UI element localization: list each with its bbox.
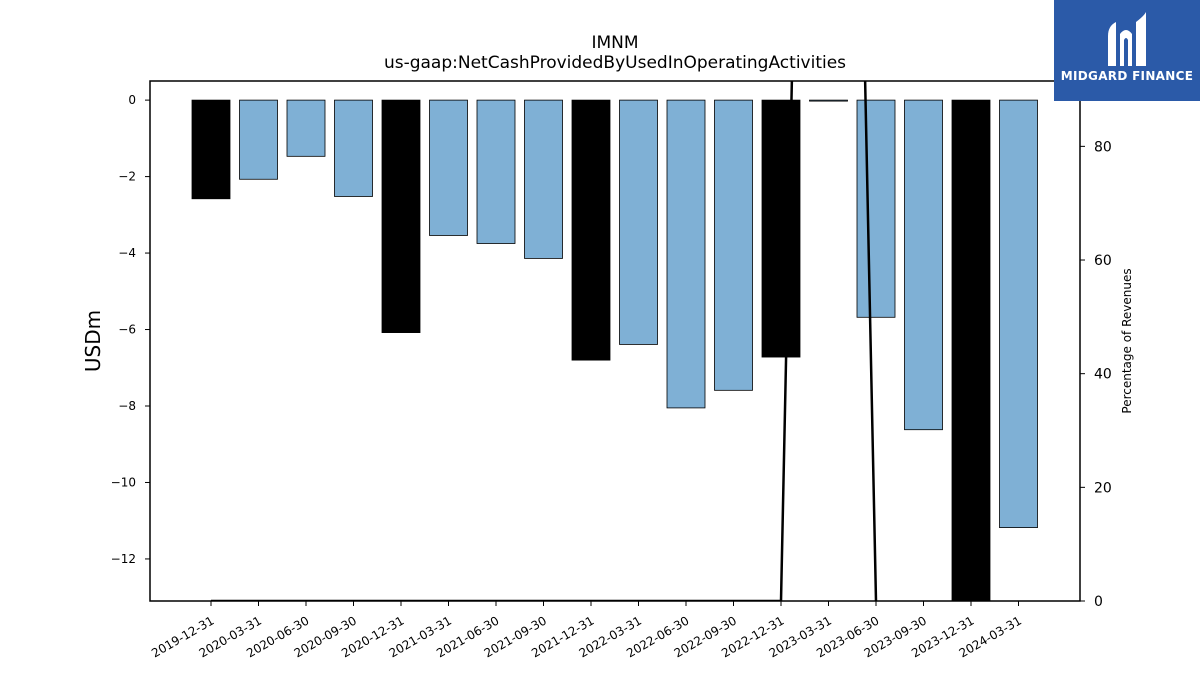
x-axis: 2019-12-312020-03-312020-06-302020-09-30… <box>149 601 1024 660</box>
bar <box>286 99 326 157</box>
y-axis: 0 −2 −4 −6 −8 −10 −12 <box>111 93 150 566</box>
bar <box>429 99 468 236</box>
y-tick-label: −8 <box>118 399 136 413</box>
y2-tick-label: 20 <box>1094 480 1112 496</box>
y2-tick-label: 0 <box>1094 594 1103 610</box>
bar <box>239 99 278 180</box>
bar <box>524 99 563 259</box>
y2-tick-label: 60 <box>1094 253 1112 269</box>
bar <box>571 99 611 361</box>
y-axis-label: USDm <box>81 310 105 372</box>
bar <box>714 99 753 391</box>
y-tick-label: −6 <box>118 323 136 337</box>
chart-title: IMNM <box>591 33 638 53</box>
y-tick-label: −12 <box>111 552 136 566</box>
bar <box>999 99 1038 528</box>
bar <box>381 99 421 333</box>
plot-frame <box>149 80 1081 602</box>
y2-axis-label: Percentage of Revenues <box>1120 268 1134 413</box>
y-tick-label: −2 <box>118 170 136 184</box>
bar <box>856 99 896 318</box>
bar <box>951 99 991 602</box>
bar <box>761 99 801 358</box>
y2-tick-label: 40 <box>1094 367 1112 383</box>
bar <box>809 99 848 102</box>
logo-text: MIDGARD FINANCE <box>1060 69 1194 83</box>
midgard-logo-icon <box>1108 12 1146 66</box>
bar <box>904 99 943 431</box>
bars-group <box>191 99 1038 602</box>
bar <box>191 99 231 200</box>
brand-logo: MIDGARD FINANCE <box>1054 0 1200 101</box>
chart-subtitle: us-gaap:NetCashProvidedByUsedInOperating… <box>384 53 846 73</box>
y2-axis: 0 20 40 60 80 <box>1080 139 1112 610</box>
bar <box>334 99 373 197</box>
bar <box>666 99 706 409</box>
bar <box>619 99 658 345</box>
y-tick-label: −4 <box>118 246 136 260</box>
y-tick-label: 0 <box>128 93 136 107</box>
y-tick-label: −10 <box>111 475 136 489</box>
bar <box>476 99 516 244</box>
y2-tick-label: 80 <box>1094 139 1112 155</box>
